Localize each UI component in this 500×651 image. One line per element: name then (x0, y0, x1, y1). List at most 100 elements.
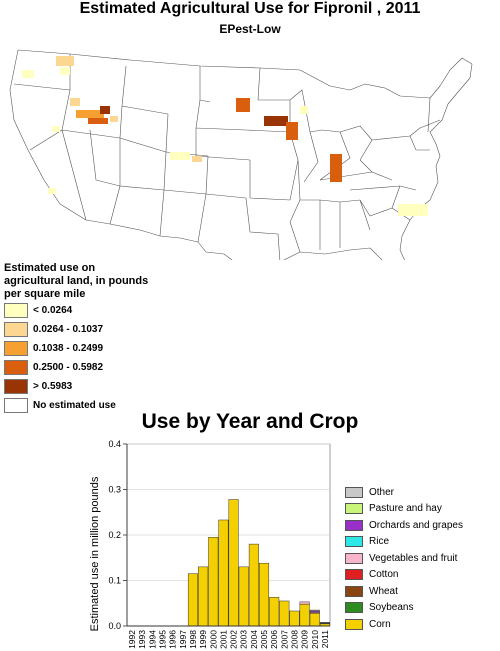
use-area-minnesota-2 (286, 122, 298, 140)
bar-segment (218, 519, 229, 627)
bar-segment (238, 566, 249, 627)
bar-segment (319, 622, 330, 624)
use-area-snake-river (110, 116, 118, 122)
y-tick-label: 0.3 (108, 485, 121, 495)
bar-segment (309, 609, 320, 612)
map-subtitle: EPest-Low (219, 22, 281, 36)
y-tick-label: 0.2 (108, 530, 121, 540)
chart-title: Use by Year and Crop (141, 410, 359, 433)
crop-legend-item: Soybeans (345, 600, 463, 617)
bar-segment (248, 543, 259, 627)
crop-label: Pasture and hay (369, 503, 442, 515)
crop-swatch (345, 503, 363, 515)
bar-segment (208, 537, 219, 627)
use-area-minnesota (264, 116, 288, 126)
crop-swatch (345, 536, 363, 548)
x-tick-label: 2007 (279, 630, 289, 649)
crop-label: Orchards and grapes (369, 519, 463, 531)
bar-segment (289, 610, 300, 627)
use-area-sd (236, 98, 250, 112)
map-legend-item: 0.0264 - 0.1037 (4, 320, 164, 339)
use-area-colorado-2 (192, 156, 202, 162)
bar-segment (279, 600, 290, 627)
x-tick-label: 1993 (137, 630, 147, 649)
x-tick-label: 1997 (178, 630, 188, 649)
use-area-idaho-3 (88, 118, 108, 124)
map-legend-item: < 0.0264 (4, 301, 164, 320)
crop-swatch (345, 486, 363, 498)
y-tick-label: 0.1 (108, 576, 121, 586)
crop-label: Rice (369, 536, 390, 548)
map-legend-items: < 0.0264 0.0264 - 0.1037 0.1038 - 0.2499… (4, 301, 164, 415)
legend-label: 0.1038 - 0.2499 (33, 343, 104, 354)
crop-label: Other (369, 486, 395, 498)
x-tick-label: 1999 (198, 630, 208, 649)
legend-label: 0.0264 - 0.1037 (33, 324, 104, 335)
x-tick-label: 1994 (147, 630, 157, 649)
map-legend-item: > 0.5983 (4, 377, 164, 396)
x-tick-label: 2009 (300, 630, 310, 649)
x-tick-label: 1996 (168, 630, 178, 649)
map-use-areas (22, 56, 428, 216)
x-tick-label: 1995 (158, 630, 168, 649)
legend-swatch (4, 360, 28, 375)
crop-legend: Other Pasture and hay Orchards and grape… (345, 484, 463, 633)
x-tick-label: 2001 (218, 630, 228, 649)
map-legend-title: Estimated use on agricultural land, in p… (4, 262, 149, 300)
crop-legend-item: Pasture and hay (345, 501, 463, 518)
legend-swatch (4, 341, 28, 356)
crop-swatch (345, 569, 363, 581)
crop-legend-item: Orchards and grapes (345, 517, 463, 534)
map-legend-item: 0.1038 - 0.2499 (4, 339, 164, 358)
crop-label: Vegetables and fruit (369, 552, 458, 564)
crop-legend-item: Corn (345, 616, 463, 633)
legend-swatch (4, 398, 28, 413)
legend-label: > 0.5983 (33, 381, 73, 392)
legend-swatch (4, 379, 28, 394)
x-tick-label: 2000 (208, 630, 218, 649)
us-map (9, 49, 473, 260)
us-outline (9, 49, 473, 260)
crop-swatch (345, 585, 363, 597)
map-legend: Estimated use on agricultural land, in p… (4, 262, 164, 415)
x-tick-label: 2006 (269, 630, 279, 649)
map-title: Estimated Agricultural Use for Fipronil … (79, 0, 421, 17)
x-tick-label: 1998 (188, 630, 198, 649)
crop-label: Soybeans (369, 602, 414, 614)
crop-legend-item: Cotton (345, 567, 463, 584)
legend-label: < 0.0264 (33, 305, 73, 316)
bar-segment (228, 499, 239, 627)
use-area-colorado (170, 152, 190, 160)
x-tick-label: 2005 (259, 630, 269, 649)
bar-segment (299, 601, 310, 605)
use-area-ca (48, 188, 56, 194)
chart-grid (126, 443, 331, 627)
legend-label: 0.2500 - 0.5982 (33, 362, 104, 373)
bar-segment (198, 566, 209, 627)
legend-swatch (4, 303, 28, 318)
map-legend-item: No estimated use (4, 396, 164, 415)
map-states (9, 49, 473, 260)
crop-legend-item: Wheat (345, 583, 463, 600)
bar-segment (259, 562, 270, 627)
map-legend-item: 0.2500 - 0.5982 (4, 358, 164, 377)
y-tick-label: 0.0 (108, 621, 121, 631)
bar-segment (269, 597, 280, 627)
crop-legend-item: Vegetables and fruit (345, 550, 463, 567)
crop-label: Cotton (369, 569, 399, 581)
x-tick-label: 2003 (239, 630, 249, 649)
use-area-nevada (52, 126, 60, 132)
legend-swatch (4, 322, 28, 337)
crop-label: Corn (369, 618, 391, 630)
use-area-idaho-4 (100, 106, 110, 114)
x-tick-label: 2004 (249, 630, 259, 649)
use-area-idaho-2 (76, 110, 104, 118)
crop-swatch (345, 519, 363, 531)
use-area-illinois (330, 154, 342, 182)
use-area-washington (56, 56, 74, 66)
crop-label: Wheat (369, 585, 398, 597)
crop-legend-item: Other (345, 484, 463, 501)
crop-swatch (345, 602, 363, 614)
chart-y-axis-label: Estimated use in million pounds (89, 476, 101, 631)
